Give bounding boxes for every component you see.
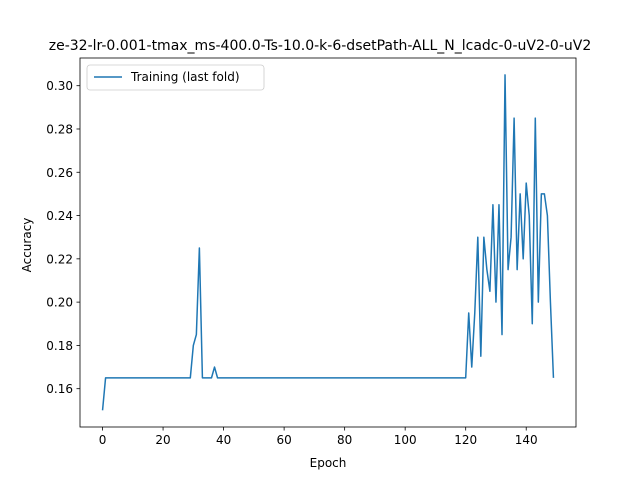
series-layer (101, 74, 555, 411)
x-tick-label: 140 (515, 433, 538, 447)
x-tick-label: 80 (337, 433, 352, 447)
y-tick-label: 0.18 (46, 339, 73, 353)
y-tick-label: 0.28 (46, 122, 73, 136)
legend-label: Training (last fold) (130, 70, 240, 84)
legend-box (86, 64, 265, 91)
y-tick-label: 0.16 (46, 382, 73, 396)
axes-frame (79, 57, 577, 428)
y-tick-label: 0.30 (46, 79, 73, 93)
y-axis: 0.16 0.18 0.20 0.22 0.24 0.26 0.28 0.30 (46, 79, 80, 396)
y-tick-label: 0.24 (46, 209, 73, 223)
x-axis-label: Epoch (310, 456, 347, 470)
x-axis: 0 20 40 60 80 100 120 140 (99, 427, 538, 447)
x-tick-label: 100 (394, 433, 417, 447)
y-tick-label: 0.26 (46, 166, 73, 180)
x-tick-label: 40 (216, 433, 231, 447)
plot-area (79, 57, 577, 428)
x-tick-label: 0 (99, 433, 107, 447)
x-tick-label: 120 (454, 433, 477, 447)
series-line (101, 74, 555, 411)
x-tick-label: 60 (276, 433, 291, 447)
y-tick-label: 0.20 (46, 296, 73, 310)
legend: Training (last fold) (86, 64, 265, 91)
chart-title: ze-32-lr-0.001-tmax_ms-400.0-Ts-10.0-k-6… (49, 38, 591, 54)
y-axis-label: Accuracy (20, 218, 34, 273)
x-tick-label: 20 (155, 433, 170, 447)
y-tick-label: 0.22 (46, 252, 73, 266)
